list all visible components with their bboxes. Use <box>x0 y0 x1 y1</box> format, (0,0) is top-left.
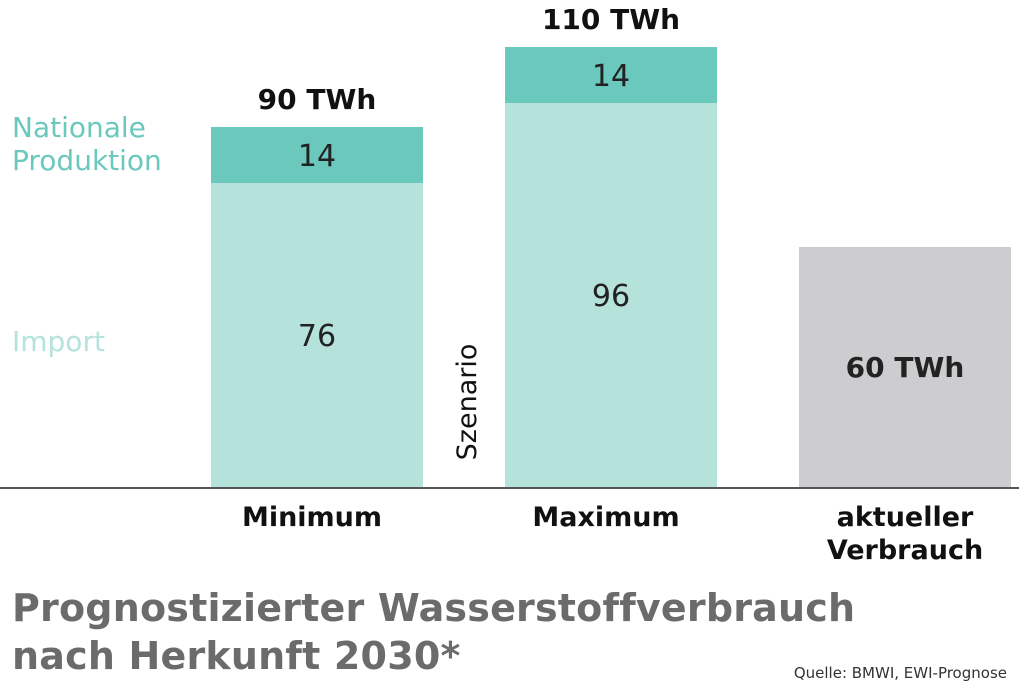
segment-label-1-2: 96 <box>592 279 630 314</box>
source-note: Quelle: BMWI, EWI-Prognose <box>793 664 1007 682</box>
segment-labels: 76 14 96 14 60 TWh <box>298 59 964 384</box>
category-label-3-line-1: aktueller <box>837 502 974 533</box>
total-labels: 90 TWh 110 TWh <box>258 3 680 116</box>
szenario-annotation: Szenario <box>452 344 483 461</box>
segment-label-2-1: 14 <box>298 139 336 174</box>
legend-item-1-line-2: Produktion <box>12 144 162 177</box>
segment-label-2-2: 14 <box>592 59 630 94</box>
segment-label-3-3: 60 TWh <box>846 351 965 384</box>
category-label-2-line-1: Maximum <box>532 502 679 533</box>
bars <box>211 47 1011 487</box>
chart-title: Prognostizierter Wasserstoffverbrauch na… <box>12 584 855 680</box>
legend-item-2-line-1: Import <box>12 325 105 358</box>
bar-segment-3-3 <box>799 247 1011 487</box>
bar-segment-1-1 <box>211 183 423 487</box>
total-label-1: 90 TWh <box>258 83 377 116</box>
bar-segment-2-1 <box>211 127 423 183</box>
chart-title-line-2: nach Herkunft 2030* <box>12 634 461 678</box>
bar-segment-2-2 <box>505 47 717 103</box>
chart-title-line-1: Prognostizierter Wasserstoffverbrauch <box>12 586 856 630</box>
category-label-3-line-2: Verbrauch <box>827 535 983 566</box>
total-label-2: 110 TWh <box>542 3 680 36</box>
segment-label-1-1: 76 <box>298 319 336 354</box>
category-label-1-line-1: Minimum <box>242 502 382 533</box>
bar-segment-1-2 <box>505 103 717 487</box>
legend-item-1-line-1: Nationale <box>12 111 146 144</box>
